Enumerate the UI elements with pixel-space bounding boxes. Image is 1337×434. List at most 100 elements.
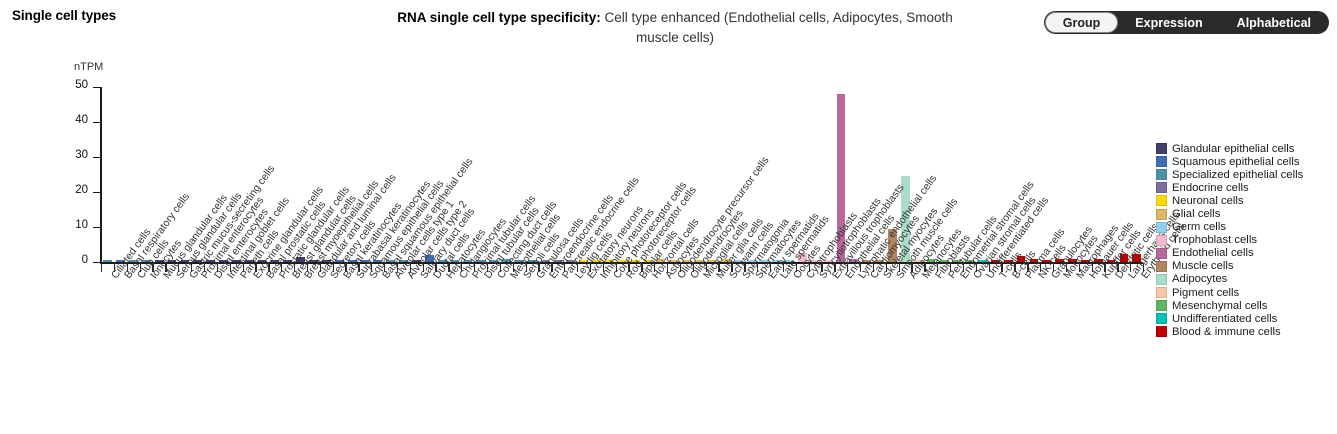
bar[interactable] [592,260,601,262]
bar[interactable] [875,260,884,262]
bar[interactable] [437,260,447,262]
bar[interactable] [257,260,267,262]
bar[interactable] [617,260,627,262]
bar[interactable] [836,94,846,262]
bar[interactable] [296,257,306,262]
bar[interactable] [1003,259,1013,262]
bar[interactable] [952,260,962,262]
bar[interactable] [926,258,936,262]
bar[interactable] [720,259,730,262]
legend-item[interactable]: Pigment cells [1156,286,1336,299]
bar[interactable] [978,260,987,262]
bar[interactable] [939,260,949,262]
bar[interactable] [476,260,486,262]
bar[interactable] [334,260,344,262]
bar[interactable] [103,260,113,262]
bar[interactable] [514,260,524,262]
bar[interactable] [322,260,331,262]
bar[interactable] [1106,259,1116,262]
legend-item[interactable]: Specialized epithelial cells [1156,168,1336,181]
bar[interactable] [707,259,717,262]
bar[interactable] [167,259,177,262]
bar[interactable] [116,260,125,262]
bar[interactable] [669,259,679,262]
bar[interactable] [682,259,691,262]
legend-item[interactable]: Adipocytes [1156,273,1336,286]
bar[interactable] [206,260,215,262]
bar[interactable] [1055,258,1065,262]
bar[interactable] [798,253,807,262]
bar[interactable] [579,260,589,262]
bar[interactable] [900,175,910,262]
bar[interactable] [965,260,974,262]
legend-item[interactable]: Endocrine cells [1156,181,1336,194]
legend-item[interactable]: Squamous epithelial cells [1156,155,1336,168]
sort-option-expression[interactable]: Expression [1135,15,1203,30]
bar[interactable] [180,260,190,262]
bar[interactable] [154,259,164,262]
bar[interactable] [913,260,923,262]
bar[interactable] [347,260,357,262]
bar[interactable] [643,260,653,262]
bar[interactable] [810,260,820,262]
bar[interactable] [1093,259,1103,262]
sort-option-group[interactable]: Group [1044,12,1119,33]
bar[interactable] [1016,256,1026,262]
bar[interactable] [888,228,897,262]
bar[interactable] [862,259,872,262]
bar[interactable] [759,260,769,262]
bar[interactable] [244,260,254,262]
bar[interactable] [746,260,756,262]
bar[interactable] [990,260,1000,262]
bar[interactable] [540,260,550,262]
bar[interactable] [1132,253,1142,262]
bar[interactable] [386,260,396,262]
legend-item[interactable]: Neuronal cells [1156,194,1336,207]
bar[interactable] [1068,258,1077,262]
sort-option-alphabetical[interactable]: Alphabetical [1236,15,1311,30]
bar[interactable] [309,260,318,262]
bar[interactable] [823,260,833,262]
legend-item[interactable]: Glandular epithelial cells [1156,142,1336,155]
bar[interactable] [1042,259,1052,262]
legend-item[interactable]: Trophoblast cells [1156,234,1336,247]
bar[interactable] [360,259,370,262]
bar[interactable] [566,260,576,262]
legend-item[interactable]: Endothelial cells [1156,247,1336,260]
bar[interactable] [463,260,473,262]
legend-item[interactable]: Glial cells [1156,207,1336,220]
bar[interactable] [785,260,794,262]
bar[interactable] [399,260,408,262]
bar[interactable] [129,260,138,262]
bar[interactable] [502,258,511,262]
bar[interactable] [1081,260,1090,262]
bar[interactable] [553,260,563,262]
bar[interactable] [450,260,460,262]
bar[interactable] [141,260,151,262]
bar[interactable] [695,260,704,262]
bar[interactable] [283,260,293,262]
legend-item[interactable]: Mesenchymal cells [1156,299,1336,312]
bar[interactable] [772,260,782,262]
bar[interactable] [527,260,537,262]
bar[interactable] [656,259,666,262]
bar[interactable] [605,260,614,262]
bar[interactable] [630,260,640,262]
bar[interactable] [1029,259,1039,262]
bar[interactable] [849,259,859,262]
bar[interactable] [424,255,434,262]
bar[interactable] [412,260,421,262]
legend-item[interactable]: Germ cells [1156,221,1336,234]
bar[interactable] [270,259,280,262]
bar[interactable] [219,260,228,262]
bar[interactable] [373,260,383,262]
legend-item[interactable]: Blood & immune cells [1156,325,1336,338]
bar[interactable] [733,260,743,262]
sort-toggle-group[interactable]: Group Expression Alphabetical [1043,11,1329,34]
bar[interactable] [489,260,498,262]
legend-item[interactable]: Muscle cells [1156,260,1336,273]
bar[interactable] [193,260,203,262]
bar[interactable] [1119,254,1129,262]
bar[interactable] [231,260,241,262]
legend-item[interactable]: Undifferentiated cells [1156,312,1336,325]
